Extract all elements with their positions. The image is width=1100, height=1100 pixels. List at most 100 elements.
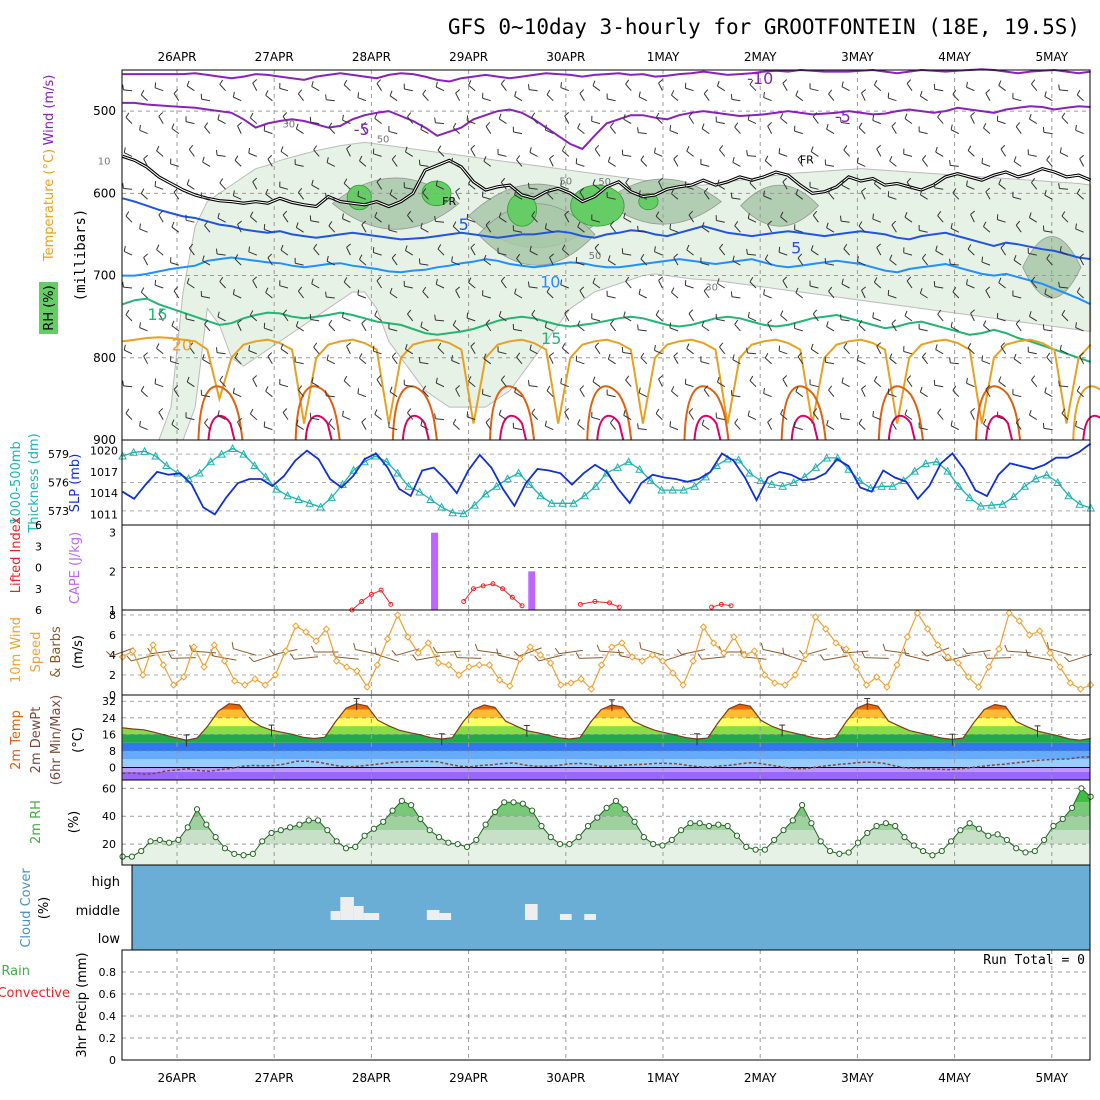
cloud-block-1 [340, 897, 354, 920]
upper-wind-barb-flag [359, 155, 363, 162]
upper-wind-barb-flag [828, 286, 833, 292]
upper-wind-barb-shaft [861, 290, 866, 299]
upper-wind-barb [1079, 154, 1085, 167]
upper-wind-barb-flag [970, 309, 976, 314]
upper-wind-barb-flag [564, 309, 570, 314]
upper-wind-barb-shaft [282, 412, 289, 420]
thickness-point [547, 498, 556, 507]
upper-wind-barb-shaft [998, 183, 1006, 190]
upper-wind-barb-flag [780, 409, 784, 415]
upper-wind-barb-shaft [828, 291, 835, 299]
upper-wind-barb [500, 177, 507, 190]
upper-wind-barb-flag [671, 386, 675, 392]
upper-wind-barb [139, 223, 148, 233]
upper-wind-barb-flag [200, 93, 203, 100]
upper-wind-barb [376, 79, 383, 91]
upper-wind-barb-shaft [576, 261, 585, 266]
wind10m-barb-shaft [864, 657, 889, 659]
upper-wind-barb [1058, 281, 1069, 289]
upper-wind-barb-flag [561, 343, 566, 349]
li-point [388, 601, 394, 607]
temp-band-6 [122, 726, 1090, 735]
upper-wind-barb-shaft [1076, 390, 1084, 398]
upper-wind-barb-flag [434, 215, 436, 222]
upper-wind-barb-shaft [1046, 159, 1053, 167]
thickness-point [140, 446, 149, 455]
cloud-block-6 [524, 904, 538, 920]
upper-wind-barb-flag [267, 154, 273, 160]
upper-wind-barb-shaft [217, 154, 226, 157]
upper-wind-barb [374, 211, 382, 223]
thick-ylabel-1: 1000-500mb [9, 441, 24, 525]
wind10m-barb-flag [248, 656, 255, 663]
upper-wind-barb-flag [780, 310, 784, 316]
upper-wind-barb [952, 385, 960, 398]
rh-point [836, 850, 843, 857]
upper-wind-barb-shaft [764, 160, 772, 167]
upper-wind-barb-flag [684, 181, 687, 187]
upper-wind-barb-flag [234, 155, 239, 161]
upper-wind-barb-shaft [173, 191, 180, 200]
rh-point [575, 834, 582, 841]
upper-wind-barb-shaft [825, 164, 835, 167]
upper-wind-barb-shaft [250, 117, 258, 124]
upper-wind-barb-flag [579, 286, 585, 292]
upper-wind-barb [483, 156, 492, 167]
upper-wind-barb [891, 418, 897, 430]
upper-wind-barb [185, 116, 195, 125]
upper-wind-barb-flag [730, 390, 733, 396]
upper-wind-barb-flag [778, 246, 781, 253]
upper-wind-barb-shaft [998, 85, 1006, 92]
wind10m-barb-flag [1004, 644, 1008, 652]
upper-wind-barb-shaft [420, 227, 429, 233]
upper-wind-barb-flag [123, 147, 126, 153]
upper-wind-barb [996, 411, 1006, 421]
upper-wind-barb-flag [609, 319, 615, 325]
upper-wind-barb [311, 179, 320, 190]
upper-wind-barb-shaft [158, 214, 164, 223]
rh-point [398, 797, 405, 805]
cloud-level-label-1: middle [76, 904, 120, 919]
upper-wind-barb [514, 189, 523, 200]
upper-wind-barb [684, 82, 694, 92]
upper-wind-barb-shaft [143, 355, 149, 365]
upper-wind-barb-shaft [280, 150, 289, 157]
upper-wind-barb-flag [374, 310, 378, 316]
upper-wind-barb-flag [732, 255, 735, 262]
upper-wind-barb-flag [560, 378, 563, 384]
upper-wind-barb-shaft [437, 248, 445, 256]
upper-wind-barb-shaft [282, 214, 289, 223]
upper-wind-barb-flag [357, 190, 360, 197]
wind-speed-point [169, 681, 178, 689]
upper-wind-barb-flag [998, 178, 1002, 185]
upper-wind-barb [512, 422, 523, 431]
upper-wind-barb-shaft [825, 263, 835, 266]
upper-wind-barb-flag [640, 155, 645, 161]
upper-wind-barb-shaft [638, 195, 648, 200]
upper-wind-barb [200, 291, 211, 299]
upper-wind-barb-flag [703, 187, 709, 193]
upper-wind-barb [623, 311, 632, 322]
upper-wind-barb-flag [858, 122, 863, 128]
upper-wind-barb [609, 122, 616, 134]
upper-wind-barb-flag [918, 224, 920, 231]
upper-wind-barb-shaft [342, 415, 351, 421]
upper-wind-barb-flag [966, 180, 968, 186]
upper-wind-barb-flag [500, 375, 506, 381]
upper-wind-barb [422, 286, 429, 299]
upper-wind-barb [876, 243, 882, 256]
wind-speed-point [526, 643, 534, 651]
rh-point [603, 804, 610, 811]
upper-wind-barb-shaft [763, 195, 772, 200]
upper-wind-barb-flag [279, 181, 281, 188]
upper-wind-barb [514, 91, 523, 102]
upper-wind-barb-shaft [607, 196, 616, 200]
upper-wind-barb [389, 287, 398, 299]
upper-wind-barb [311, 81, 320, 92]
upper-wind-barb-flag [485, 122, 491, 127]
wind10m-barb [513, 647, 542, 657]
rh-contour-label-0: 30 [282, 120, 295, 131]
isotherm-25-5 [683, 385, 730, 441]
upper-wind-barb-flag [1013, 353, 1017, 360]
upper-wind-barb-flag [328, 221, 333, 227]
